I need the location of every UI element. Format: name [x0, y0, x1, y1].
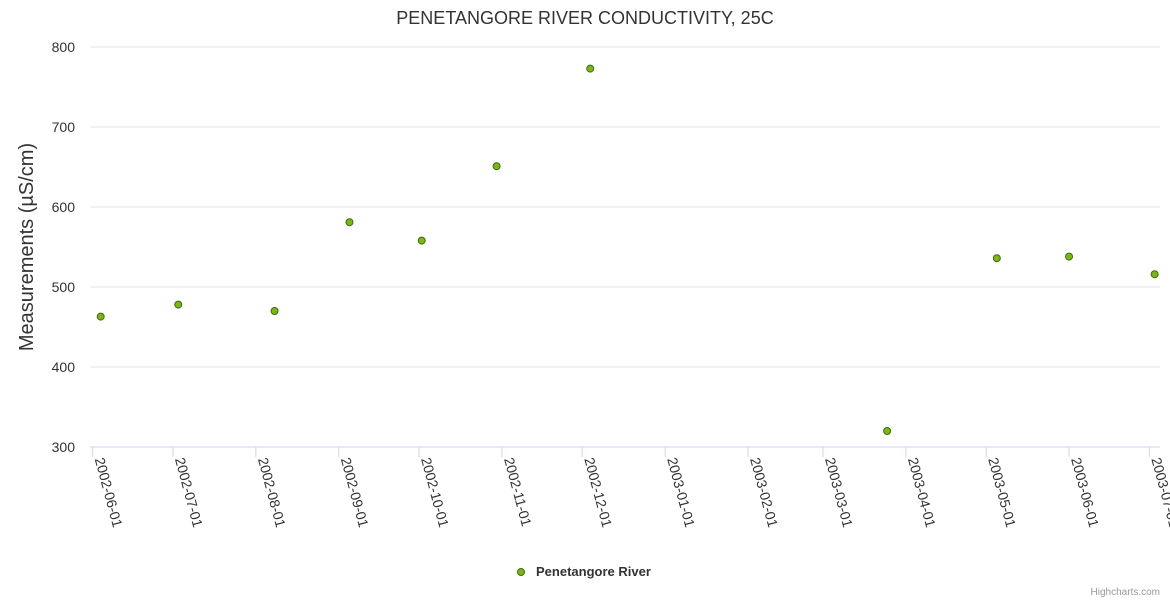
x-tick-label: 2002-11-01: [501, 456, 535, 529]
data-point[interactable]: [270, 307, 279, 315]
x-tick-label: 2003-05-01: [985, 456, 1019, 530]
data-point[interactable]: [1065, 252, 1074, 261]
x-tick-label: 2003-07-01: [1148, 456, 1170, 530]
data-point[interactable]: [492, 162, 501, 171]
x-tick-label: 2002-07-01: [172, 456, 206, 530]
x-tick-label: 2002-09-01: [338, 456, 372, 530]
x-tick-label: 2003-04-01: [905, 456, 939, 530]
credits-link[interactable]: Highcharts.com: [1091, 587, 1160, 598]
series-penetangore-river[interactable]: [96, 64, 1159, 435]
x-axis-ticks: 2002-06-01 2002-07-01 2002-08-01 2002-09-01…: [92, 447, 1170, 529]
x-tick-label: 2003-01-01: [664, 456, 698, 530]
data-point[interactable]: [586, 64, 595, 73]
legend-label[interactable]: Penetangore River: [536, 564, 651, 579]
data-point[interactable]: [992, 254, 1001, 263]
data-point[interactable]: [417, 236, 426, 245]
grid-lines: [90, 46, 1160, 368]
legend-marker[interactable]: [517, 568, 525, 576]
y-tick-label: 600: [52, 199, 76, 215]
y-tick-label: 500: [52, 279, 76, 295]
data-point[interactable]: [345, 218, 354, 227]
x-tick-label: 2003-03-01: [822, 456, 856, 530]
y-tick-label: 300: [52, 439, 76, 455]
x-tick-label: 2002-10-01: [418, 456, 452, 530]
y-tick-label: 700: [52, 119, 76, 135]
x-tick-label: 2002-12-01: [581, 456, 615, 530]
x-tick-label: 2003-06-01: [1068, 456, 1102, 530]
x-tick-label: 2002-08-01: [255, 456, 289, 530]
data-point[interactable]: [96, 312, 105, 321]
y-tick-label: 400: [52, 359, 76, 375]
data-point[interactable]: [883, 427, 892, 435]
data-point[interactable]: [174, 300, 183, 309]
chart-title: PENETANGORE RIVER CONDUCTIVITY, 25C: [396, 8, 773, 28]
y-tick-label: 800: [52, 39, 76, 55]
x-tick-label: 2002-06-01: [92, 456, 126, 530]
legend[interactable]: Penetangore River: [517, 564, 651, 579]
x-tick-label: 2003-02-01: [747, 456, 781, 530]
y-axis-label: Measurements (µS/cm): [16, 143, 38, 351]
data-point[interactable]: [1150, 270, 1159, 279]
y-axis-ticks: 300 400 500 600 700 800: [52, 39, 76, 455]
